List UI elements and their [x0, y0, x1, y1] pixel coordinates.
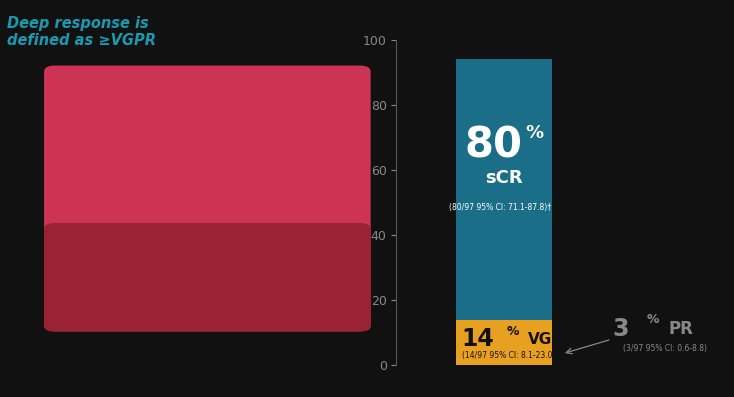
Text: sCR: sCR: [485, 170, 523, 187]
Text: 14: 14: [462, 327, 495, 351]
Text: %: %: [647, 313, 659, 326]
Text: (80/97 95% CI: 71.1-87.8)†: (80/97 95% CI: 71.1-87.8)†: [448, 203, 550, 212]
Text: %: %: [255, 93, 277, 113]
Bar: [456, 59, 553, 320]
Text: %: %: [525, 124, 543, 142]
Text: ORR: ORR: [181, 160, 234, 180]
Bar: [456, 320, 553, 365]
Text: (3/97 95% CI: 0.6-8.8): (3/97 95% CI: 0.6-8.8): [623, 345, 708, 353]
Text: Deep response is
defined as ≥VGPR: Deep response is defined as ≥VGPR: [7, 16, 156, 48]
Text: 98: 98: [137, 93, 211, 145]
Y-axis label: Patients with response (%)*: Patients with response (%)*: [347, 130, 357, 275]
Text: (95/97 95% CI: 92.7-99.7): (95/97 95% CI: 92.7-99.7): [149, 260, 266, 269]
Text: 80: 80: [464, 125, 523, 167]
Text: 3: 3: [612, 318, 628, 341]
Text: VGPR: VGPR: [528, 332, 575, 347]
Text: PR: PR: [668, 320, 693, 338]
Text: (14/97 95% CI: 8.1-23.0): (14/97 95% CI: 8.1-23.0): [462, 351, 555, 360]
Text: %: %: [506, 325, 519, 337]
